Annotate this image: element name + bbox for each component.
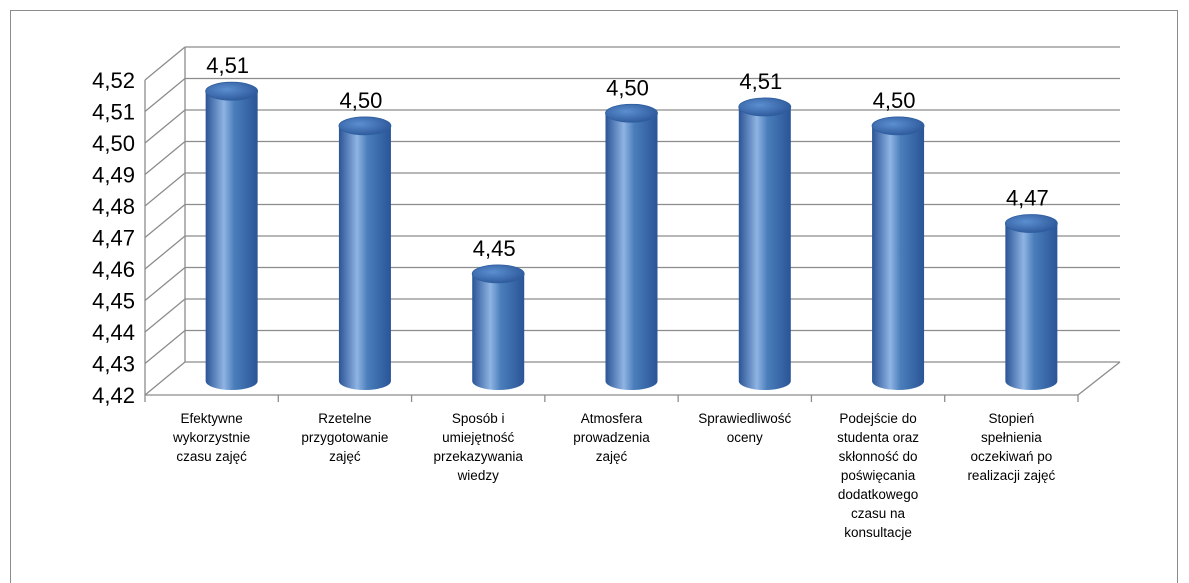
data-label: 4,51 — [739, 69, 782, 94]
category-label-line: poświęcania — [840, 468, 916, 483]
bar — [871, 116, 925, 390]
bar — [605, 103, 658, 390]
floor-right-edge — [1077, 361, 1121, 396]
bar-body — [338, 125, 391, 390]
y-tick-label: 4,42 — [92, 383, 135, 408]
category-label-line: czasu zajęć — [176, 449, 247, 464]
category-label-line: Stopień — [988, 411, 1035, 426]
y-tick-label: 4,46 — [92, 257, 135, 282]
bar — [1004, 214, 1058, 391]
bar-top — [605, 103, 658, 123]
y-tick-label: 4,48 — [92, 194, 135, 219]
data-label: 4,50 — [606, 75, 649, 100]
chart-frame — [10, 10, 1178, 583]
gridline-diagonal — [144, 298, 186, 333]
gridline-diagonal — [144, 203, 186, 239]
y-tick-label: 4,49 — [92, 163, 135, 188]
y-tick-label: 4,44 — [92, 320, 135, 345]
gridline-diagonal — [144, 266, 186, 302]
bar-body — [738, 106, 791, 390]
bar-body — [1005, 223, 1058, 391]
gridline-diagonal — [144, 235, 186, 270]
category-label: Sprawiedliwość oceny — [683, 409, 807, 447]
y-tick-label: 4,45 — [92, 289, 135, 314]
category-label-line: realizacji zajęć — [967, 468, 1056, 483]
bar — [471, 264, 525, 390]
bar-top — [1004, 214, 1058, 233]
bar-body — [872, 125, 925, 390]
category-label-line: studenta oraz — [837, 430, 919, 445]
bar — [738, 97, 792, 390]
bar — [338, 116, 392, 390]
category-label: Podejście do studenta oraz skłonność do poś… — [816, 409, 940, 542]
bar-top — [338, 116, 392, 136]
gridline-diagonal — [144, 172, 186, 207]
category-label-line: spełnienia — [980, 430, 1042, 445]
category-label-line: Sprawiedliwość — [698, 411, 792, 426]
y-tick-label: 4,52 — [92, 68, 135, 93]
y-tick-label: 4,50 — [92, 131, 135, 156]
bar-top — [738, 97, 792, 117]
bar — [205, 81, 259, 390]
gridline-diagonal — [144, 46, 186, 81]
category-label: Rzetelne przygotowanie zajęć — [283, 409, 407, 466]
bar-top — [471, 264, 525, 284]
data-label: 4,51 — [206, 53, 249, 78]
category-label-line: Rzetelne — [318, 411, 372, 426]
category-label-line: skłonność do — [838, 449, 918, 464]
category-label-line: Efektywne — [180, 411, 243, 426]
category-label-line: oceny — [726, 430, 763, 445]
bar-body — [472, 273, 525, 390]
bar-top — [205, 81, 259, 101]
category-label-line: umiejętność — [442, 430, 515, 445]
category-label-line: Atmosfera — [580, 411, 643, 426]
category-label-line: konsultacje — [844, 525, 912, 540]
category-label: Stopień spełnienia oczekiwań po realizacji … — [949, 409, 1073, 485]
gridline-diagonal — [144, 329, 186, 365]
category-label-line: oczekiwań po — [970, 449, 1053, 464]
y-tick-label: 4,47 — [92, 226, 135, 251]
category-label-line: zajęć — [595, 449, 628, 464]
data-label: 4,45 — [473, 236, 516, 261]
bar-body — [205, 91, 258, 390]
data-label: 4,50 — [340, 88, 383, 113]
data-label: 4,50 — [873, 88, 916, 113]
bar-top — [871, 116, 925, 136]
bar-body — [605, 113, 658, 390]
gridline-diagonal — [144, 109, 186, 144]
gridline-diagonal — [144, 361, 186, 396]
category-label: Efektywne wykorzystnie czasu zajęć — [150, 409, 274, 466]
category-label-line: czasu na — [851, 506, 906, 521]
category-label: Atmosfera prowadzenia zajęć — [550, 409, 674, 466]
y-tick-label: 4,43 — [92, 352, 135, 377]
category-label-line: zajęć — [329, 449, 361, 464]
category-label-line: przekazywania — [433, 449, 523, 464]
data-label: 4,47 — [1006, 186, 1049, 211]
category-label-line: prowadzenia — [573, 430, 650, 445]
category-label-line: Podejście do — [839, 411, 917, 426]
category-label: Sposób i umiejętność przekazywania wiedzy — [416, 409, 540, 485]
y-tick-label: 4,51 — [92, 100, 135, 125]
category-label-line: wykorzystnie — [173, 430, 251, 445]
gridline-diagonal — [144, 77, 186, 113]
gridline-diagonal — [144, 140, 186, 176]
category-label-line: dodatkowego — [837, 487, 919, 502]
category-label-line: przygotowanie — [301, 430, 389, 445]
category-label-line: wiedzy — [457, 468, 499, 483]
category-label-line: Sposób i — [451, 411, 505, 426]
